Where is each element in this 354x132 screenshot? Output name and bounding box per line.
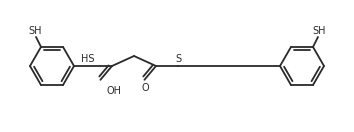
- Text: SH: SH: [312, 26, 326, 36]
- Text: HS: HS: [81, 54, 95, 64]
- Text: S: S: [175, 54, 181, 64]
- Text: O: O: [142, 83, 149, 93]
- Text: OH: OH: [107, 86, 121, 96]
- Text: SH: SH: [28, 26, 42, 36]
